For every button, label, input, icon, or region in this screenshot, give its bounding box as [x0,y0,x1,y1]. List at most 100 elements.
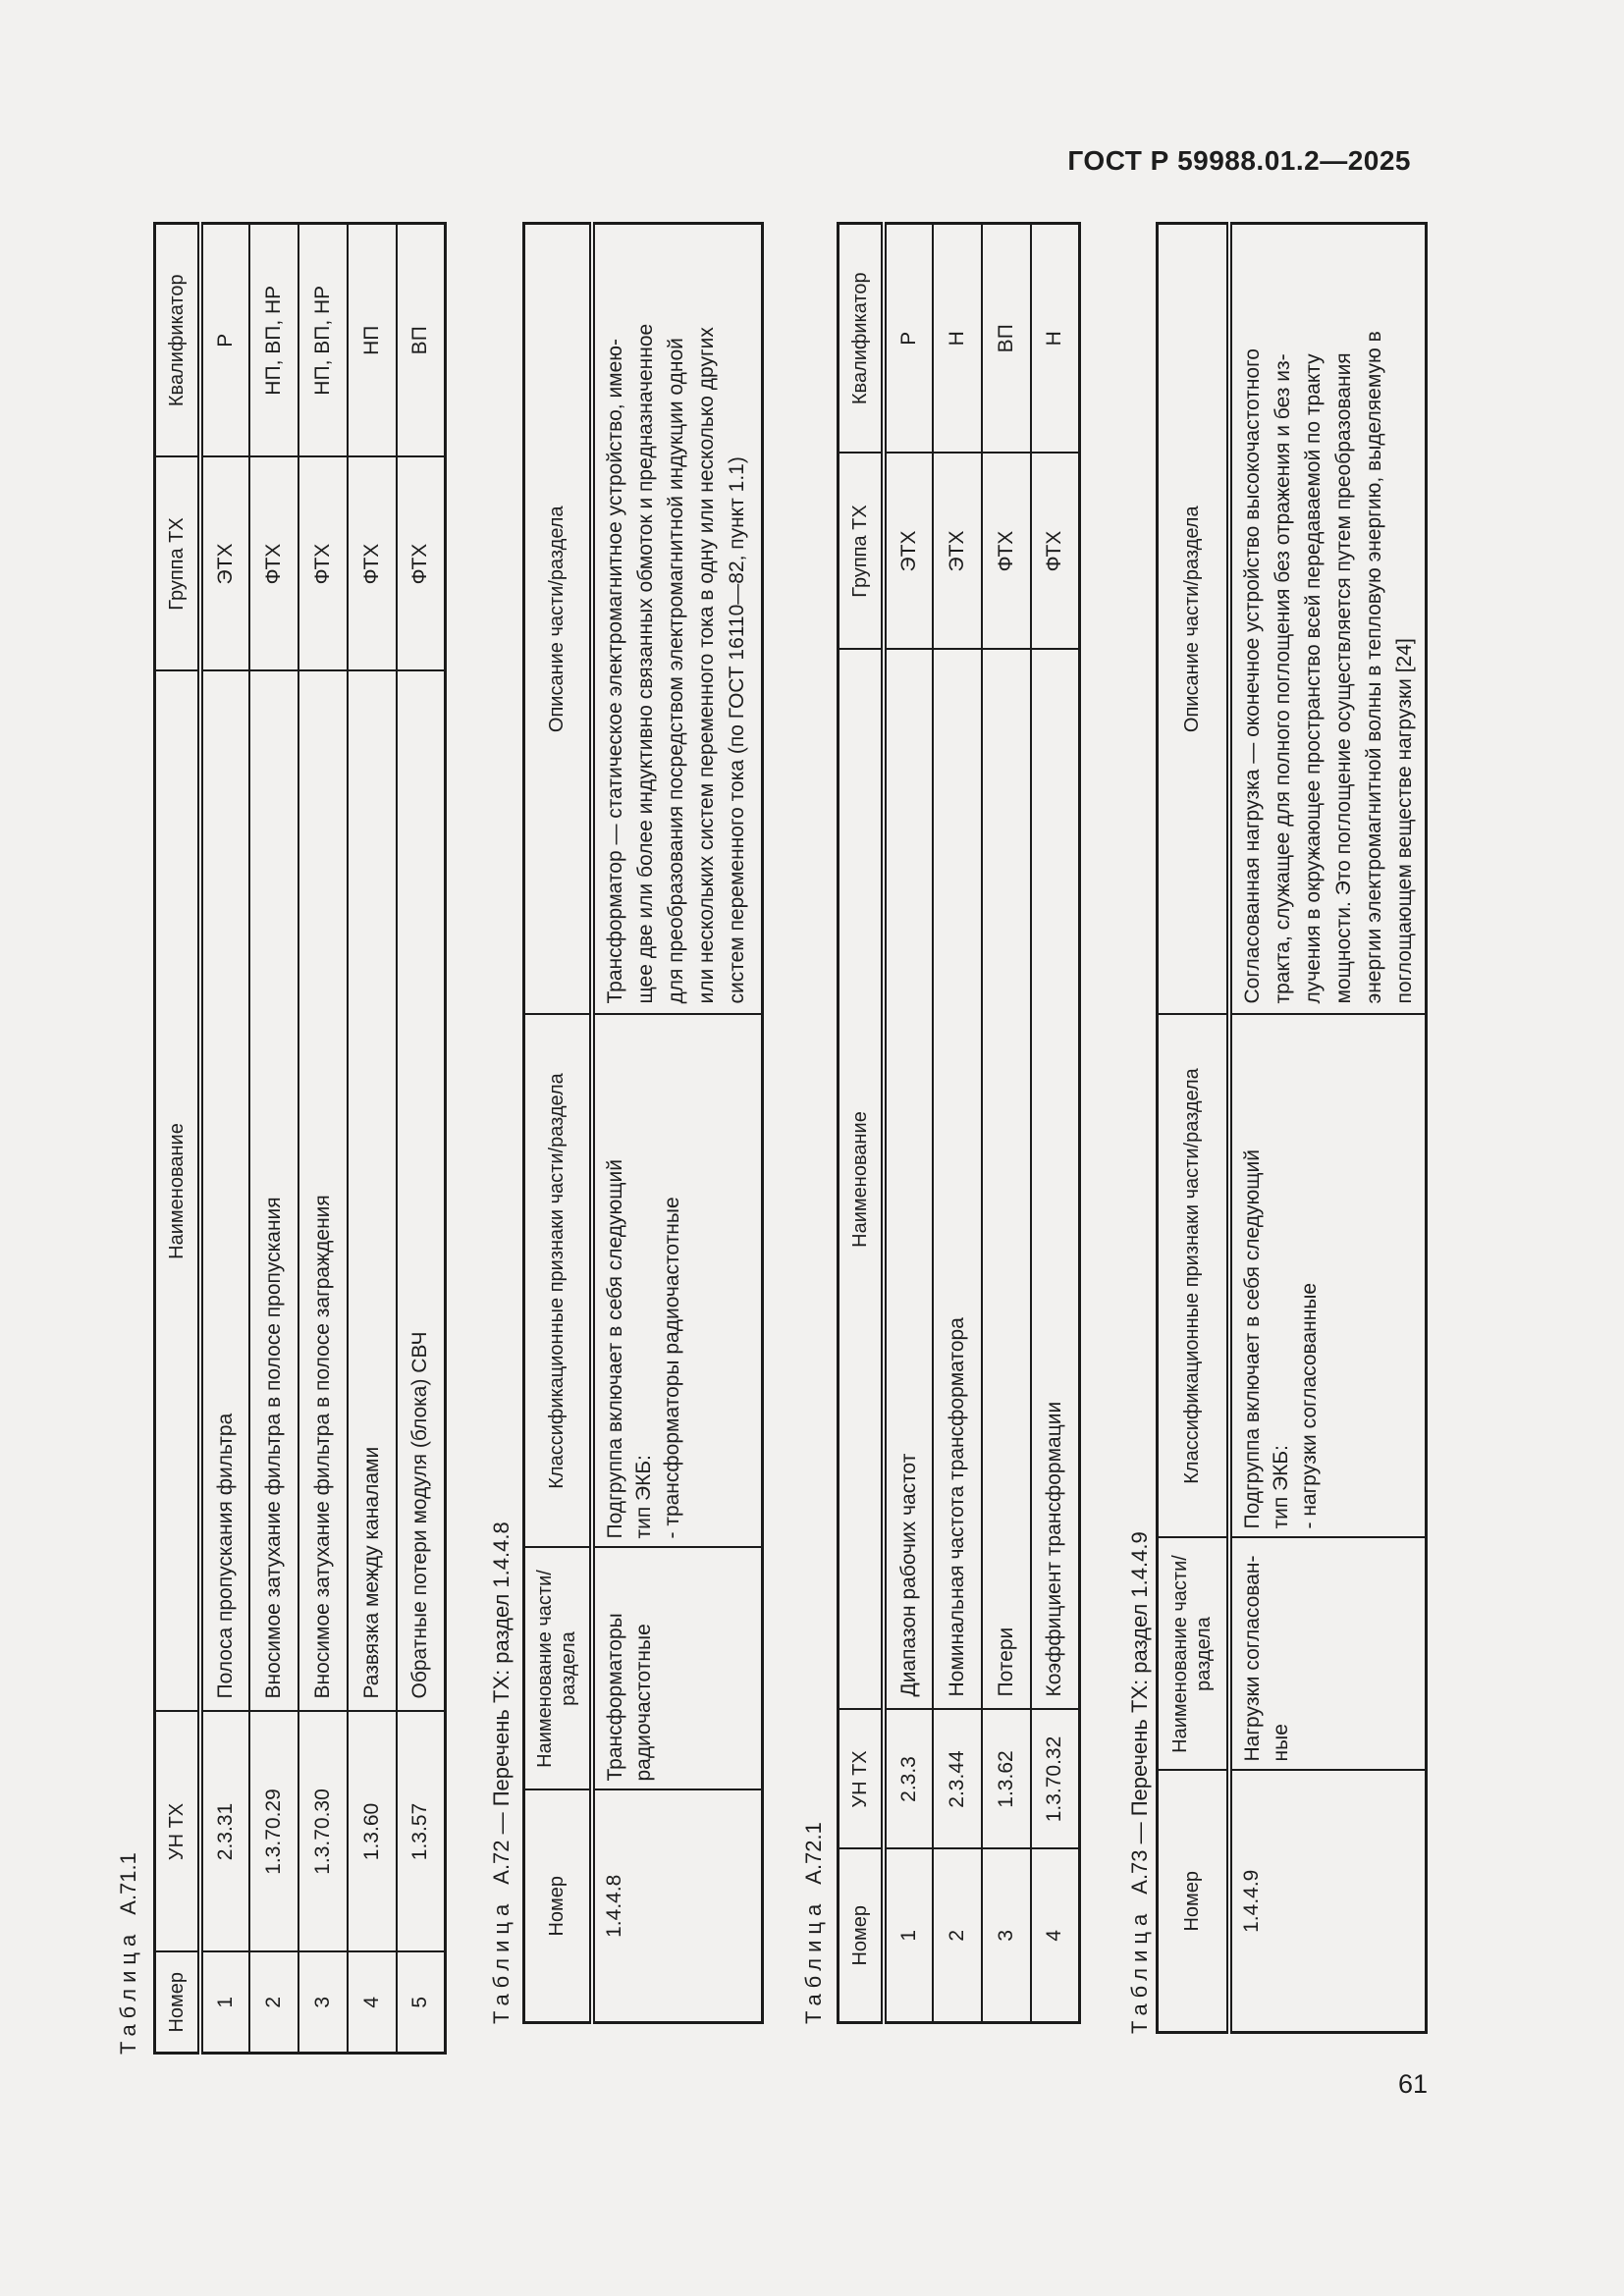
cell-qualifier: НП [347,223,397,457]
table-title-label: Таблица [800,1897,826,2024]
table-title: Таблица А.73 — Перечень ТХ: раздел 1.4.4… [1124,225,1156,2034]
table-row: 3 1.3.70.30 Вносимое затухание фильтра в… [298,223,348,2054]
table-title-label: Таблица [489,1897,514,2024]
table-a71-1: Номер УН ТХ Наименование Группа ТХ Квали… [153,222,447,2055]
cell-group: ФТХ [298,456,348,671]
cell-description: Трансформатор — статическое электромагни… [591,223,763,1015]
cell-name: Номинальная частота трансформатора [932,649,982,1710]
cell-name: Потери [981,649,1031,1710]
table-title-number: А.72 — Перечень ТХ: раздел 1.4.4.8 [489,1522,514,1885]
table-title: Таблица А.71.1 [103,225,153,2055]
cell-name: Коэффициент трансформации [1030,649,1080,1710]
cell-number: 4 [1030,1848,1080,2023]
table-a73: Номер Наименование части/раздела Классиф… [1156,222,1428,2034]
cell-part-name: Нагрузки согласован- ные [1228,1537,1426,1771]
running-header: ГОСТ Р 59988.01.2—2025 [1067,145,1411,176]
table-row: 1.4.4.9 Нагрузки согласован- ные Подгруп… [1228,223,1426,2033]
cell-qualifier: Р [883,223,933,454]
cell-name: Вносимое затухание фильтра в полосе загр… [298,670,348,1712]
cell-qualifier: ВП [396,223,446,457]
cell-name: Обратные потери модуля (блока) СВЧ [396,670,446,1712]
table-row: 1 2.3.31 Полоса пропускания фильтра ЭТХ … [199,223,249,2054]
cell-un-tx: 2.3.44 [932,1709,982,1849]
cell-number: 2 [932,1848,982,2023]
cell-qualifier: Н [932,223,982,454]
cell-group: ЭТХ [883,453,933,650]
cell-number: 2 [248,1951,298,2054]
cell-un-tx: 1.3.60 [347,1711,397,1952]
table-title-number: А.71.1 [115,1852,140,1915]
cell-group: ФТХ [396,456,446,671]
table-title-label: Таблица [115,1928,140,2055]
cell-part-name: Трансформаторы радиочастотные [591,1547,763,1790]
column-header: Наименование части/раздела [1157,1537,1229,1771]
column-header: Группа ТХ [838,453,884,650]
table-block-a73: Таблица А.73 — Перечень ТХ: раздел 1.4.4… [1124,222,1428,2034]
cell-group: ФТХ [347,456,397,671]
cell-number: 5 [396,1951,446,2054]
cell-group: ФТХ [1030,453,1080,650]
cell-name: Вносимое затухание фильтра в полосе проп… [248,670,298,1712]
cell-qualifier: НП, ВП, НР [298,223,348,457]
column-header: УН ТХ [838,1709,884,1849]
table-a72-1: Номер УН ТХ Наименование Группа ТХ Квали… [837,222,1081,2024]
cell-description: Согласованная нагрузка — оконечное устро… [1228,223,1426,1015]
cell-number: 1.4.4.9 [1228,1770,1426,2033]
table-row: 3 1.3.62 Потери ФТХ ВП [981,223,1031,2023]
table-row: 1.4.4.8 Трансформаторы радиочастотные По… [591,223,763,2023]
column-header: Номер [838,1848,884,2023]
cell-number: 3 [298,1951,348,2054]
column-header: Квалификатор [154,223,200,457]
cell-classification: Подгруппа включает в себя следующий тип … [1228,1014,1426,1538]
table-row: 4 1.3.60 Развязка между каналами ФТХ НП [347,223,397,2054]
cell-group: ФТХ [248,456,298,671]
column-header: Номер [523,1789,592,2023]
cell-name: Полоса пропускания фильтра [199,670,249,1712]
cell-name: Развязка между каналами [347,670,397,1712]
table-title: Таблица А.72 — Перечень ТХ: раздел 1.4.4… [481,225,522,2024]
cell-number: 3 [981,1848,1031,2023]
cell-qualifier: ВП [981,223,1031,454]
table-row: 4 1.3.70.32 Коэффициент трансформации ФТ… [1030,223,1080,2023]
table-title-label: Таблица [1127,1907,1152,2034]
page-number: 61 [1398,2069,1429,2099]
column-header: Классификационные признаки части/раздела [523,1014,592,1548]
table-block-a72-1: Таблица А.72.1 Номер УН ТХ Наименование … [790,222,1081,2024]
cell-classification: Подгруппа включает в себя следующий тип … [591,1014,763,1548]
column-header: Номер [1157,1770,1229,2033]
cell-name: Диапазон рабочих частот [883,649,933,1710]
cell-un-tx: 2.3.3 [883,1709,933,1849]
cell-un-tx: 1.3.62 [981,1709,1031,1849]
table-title: Таблица А.72.1 [790,225,837,2024]
table-title-number: А.72.1 [800,1822,826,1885]
table-row: 1 2.3.3 Диапазон рабочих частот ЭТХ Р [883,223,933,2023]
table-title-number: А.73 — Перечень ТХ: раздел 1.4.4.9 [1127,1531,1152,1895]
cell-qualifier: Р [199,223,249,457]
cell-group: ЭТХ [199,456,249,671]
cell-number: 4 [347,1951,397,2054]
column-header: Наименование [838,649,884,1710]
column-header: Квалификатор [838,223,884,454]
cell-group: ЭТХ [932,453,982,650]
column-header: Описание части/раздела [1157,223,1229,1015]
column-header: Описание части/раздела [523,223,592,1015]
column-header: Группа ТХ [154,456,200,671]
cell-qualifier: НП, ВП, НР [248,223,298,457]
column-header: Наименование части/раздела [523,1547,592,1790]
column-header: Наименование [154,670,200,1712]
cell-group: ФТХ [981,453,1031,650]
table-a72: Номер Наименование части/раздела Классиф… [522,222,764,2024]
cell-un-tx: 1.3.57 [396,1711,446,1952]
cell-number: 1 [199,1951,249,2054]
cell-un-tx: 1.3.70.29 [248,1711,298,1952]
cell-qualifier: Н [1030,223,1080,454]
cell-number: 1.4.4.8 [591,1789,763,2023]
table-block-a72: Таблица А.72 — Перечень ТХ: раздел 1.4.4… [481,222,764,2024]
table-block-a71-1: Таблица А.71.1 Номер УН ТХ Наименование … [103,222,447,2055]
column-header: Классификационные признаки части/раздела [1157,1014,1229,1538]
cell-number: 1 [883,1848,933,2023]
table-row: 5 1.3.57 Обратные потери модуля (блока) … [396,223,446,2054]
cell-un-tx: 1.3.70.32 [1030,1709,1080,1849]
table-row: 2 2.3.44 Номинальная частота трансформат… [932,223,982,2023]
